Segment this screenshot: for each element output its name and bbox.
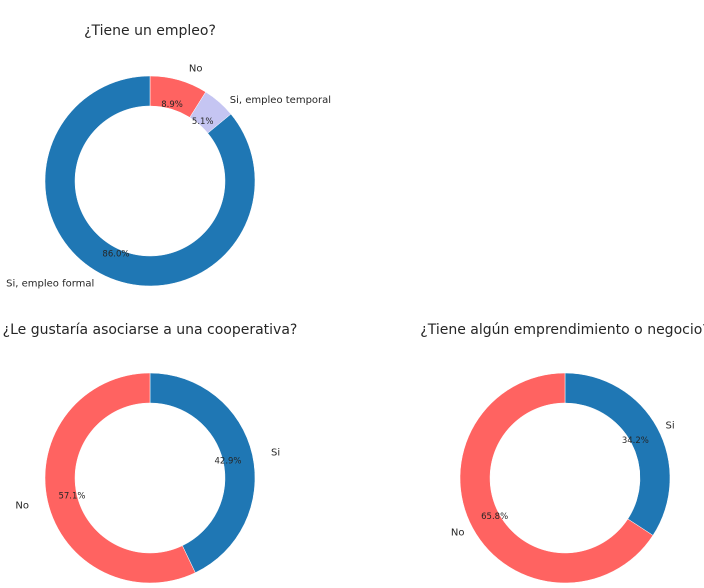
chart-title: ¿Tiene un empleo? [84, 23, 216, 39]
chart-business: ¿Tiene algún emprendimiento o negocio? 3… [420, 322, 704, 584]
chart-title: ¿Le gustaría asociarse a una cooperativa… [3, 322, 298, 338]
slice-percentage-label: 34.2% [622, 436, 649, 446]
slice-percentage-label: 65.8% [481, 512, 508, 522]
slice-category-label: No [189, 63, 203, 74]
slice-category-label: No [15, 501, 29, 512]
donut-slice-si [149, 372, 256, 574]
slice-category-label: Si, empleo temporal [230, 95, 331, 106]
slice-percentage-label: 86.0% [102, 249, 129, 259]
chart-title: ¿Tiene algún emprendimiento o negocio? [420, 322, 704, 338]
donut-slice-si-empleo-formal [44, 75, 256, 287]
slice-percentage-label: 5.1% [192, 117, 214, 127]
slice-percentage-label: 42.9% [215, 456, 242, 466]
slice-category-label: Si [665, 421, 674, 432]
slice-percentage-label: 8.9% [161, 100, 183, 110]
chart-employment: ¿Tiene un empleo? 8.9% No 5.1% Si, empleo t… [6, 23, 331, 289]
slice-category-label: Si [271, 447, 280, 458]
donut-slice-no [44, 372, 196, 584]
slice-category-label: No [451, 527, 465, 538]
slice-category-label: Si, empleo formal [6, 278, 94, 289]
donut-slice-si [564, 372, 671, 536]
slice-percentage-label: 57.1% [58, 492, 85, 502]
chart-cooperative: ¿Le gustaría asociarse a una cooperativa… [3, 322, 298, 584]
donut-slice-no [459, 372, 654, 584]
